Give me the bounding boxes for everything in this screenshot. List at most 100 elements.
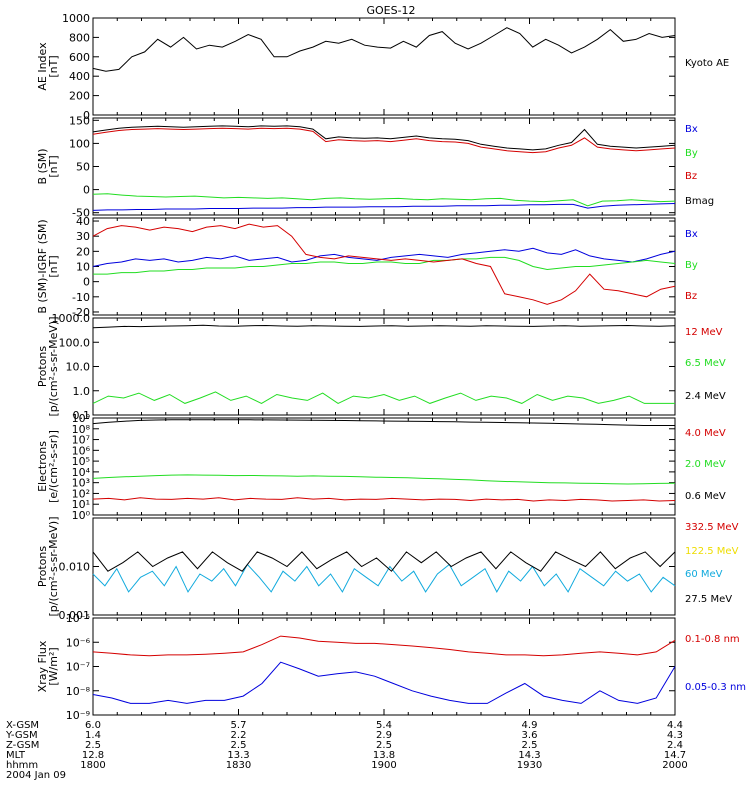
series-line-27-5-mev: [92, 551, 676, 572]
legend-2-4-mev: 2.4 MeV: [685, 391, 726, 402]
y-axis-label: B (SM)-IGRF (SM): [36, 219, 49, 313]
ephemeris-label: Z-GSM: [6, 740, 39, 751]
plot-frame: [92, 17, 676, 116]
legend-0-1-0-8-nm: 0.1-0.8 nm: [685, 634, 740, 645]
y-tick-label: 1000: [62, 12, 90, 25]
y-tick-label: 10²: [72, 487, 90, 500]
y-tick-label: -10: [72, 291, 90, 304]
y-tick-label: 0: [83, 109, 90, 122]
y-tick-label: 10⁻⁷: [66, 661, 90, 674]
ephemeris-value: 14.3: [518, 750, 540, 761]
legend-0-6-mev: 0.6 MeV: [685, 491, 726, 502]
ephemeris-value: 2.2: [231, 730, 247, 741]
ephemeris-value: 4.9: [522, 720, 538, 731]
y-tick-label: 200: [69, 90, 90, 103]
series-line-2-4-mev: [92, 324, 676, 329]
legend-by: By: [685, 148, 698, 159]
ephemeris-value: 13.3: [227, 750, 249, 761]
ephemeris-value: 5.7: [231, 720, 247, 731]
y-tick-label: -20: [72, 306, 90, 319]
legend-6-5-mev: 6.5 MeV: [685, 358, 726, 369]
series-line-bz: [92, 223, 676, 305]
legend-122-5-mev: 122.5 MeV: [685, 546, 739, 557]
ephemeris-value: 2.9: [376, 730, 392, 741]
y-tick-label: 10³: [72, 477, 90, 490]
series-line-bmag: [92, 125, 676, 151]
y-tick-label: 0.001: [59, 609, 91, 622]
legend-bx: Bx: [685, 229, 698, 240]
series-line-by: [93, 256, 676, 275]
ephemeris-value: 2.5: [522, 740, 538, 751]
legend-27-5-mev: 27.5 MeV: [685, 594, 732, 605]
series-line-by: [92, 193, 676, 207]
y-tick-label: 10: [76, 261, 90, 274]
series-line-bx: [92, 247, 676, 267]
series-line-bx: [92, 203, 676, 211]
y-tick-label: 150: [69, 114, 90, 127]
y-tick-label: 1.0: [73, 385, 91, 398]
legend-bz: Bz: [685, 291, 697, 302]
legend-60-mev: 60 MeV: [685, 569, 723, 580]
y-tick-label: 10⁰: [72, 509, 91, 522]
figure-title: GOES-12: [366, 4, 415, 17]
legend-4-0-mev: 4.0 MeV: [685, 428, 726, 439]
series-line-0-6-mev: [92, 419, 675, 426]
ephemeris-value: 14.7: [664, 750, 686, 761]
ephemeris-value: 1830: [226, 760, 251, 771]
panel-xray: 10⁻⁵ 10⁻⁶ 10⁻⁷ 10⁻⁸ 10⁻⁹ Xray Flux[W/m²] 0.1-0…: [36, 612, 746, 722]
y-tick-label: -50: [72, 207, 90, 220]
y-axis-label: Protons: [36, 546, 49, 587]
series-line-0-05-0-3-nm: [92, 661, 676, 704]
y-axis-unit: [W/m²]: [47, 647, 60, 685]
y-tick-label: 100: [69, 137, 90, 150]
ephemeris-value: 4.3: [667, 730, 683, 741]
y-tick-label: 10⁵: [72, 455, 90, 468]
ephemeris-value: 2000: [662, 760, 687, 771]
legend-kyoto-ae: Kyoto AE: [685, 58, 729, 69]
y-tick-label: 20: [76, 245, 90, 258]
ephemeris-value: 4.4: [667, 720, 683, 731]
plot-frame: [92, 417, 676, 516]
ephemeris-value: 12.8: [82, 750, 104, 761]
y-axis-unit: [p/(cm²-s-sr-MeV)]: [47, 317, 60, 417]
y-axis-unit: [e/(cm²-s-sr)]: [47, 430, 60, 503]
ephemeris-value: 6.0: [85, 720, 101, 731]
legend-2-0-mev: 2.0 MeV: [685, 459, 726, 470]
y-tick-label: 0: [83, 184, 90, 197]
legend-bx: Bx: [685, 124, 698, 135]
ephemeris-label: Y-GSM: [5, 730, 38, 741]
y-axis-label: Protons: [36, 346, 49, 387]
y-axis-label: B (SM): [36, 148, 49, 184]
y-tick-label: 1000.0: [52, 312, 91, 325]
y-tick-label: 10⁻⁵: [66, 612, 90, 625]
y-tick-label: 10⁷: [72, 434, 90, 447]
plot-frame: [92, 617, 676, 716]
y-tick-label: 0: [83, 276, 90, 289]
panel-hiprotons: 0.010 0.001 Protons[p/(cm²-s-sr-MeV)] 332.5…: [36, 517, 739, 623]
panel-protons: 1000.0 100.0 10.0 1.0 0.1 Protons[p/(cm²-s-sr…: [36, 312, 726, 422]
ephemeris-value: 2.4: [667, 740, 683, 751]
y-tick-label: 10.0: [66, 361, 91, 374]
y-axis-unit: [nT]: [47, 55, 60, 77]
y-tick-label: 800: [69, 31, 90, 44]
ephemeris-date: 2004 Jan 09: [6, 770, 66, 781]
series-line-bz: [92, 127, 676, 154]
ephemeris-value: 1930: [517, 760, 542, 771]
legend-12-mev: 12 MeV: [685, 327, 723, 338]
y-tick-label: 10⁻⁶: [66, 636, 91, 649]
y-tick-label: 0.1: [73, 409, 91, 422]
ephemeris-value: 2.5: [376, 740, 392, 751]
y-tick-label: 30: [76, 230, 90, 243]
y-tick-label: 0.010: [59, 561, 91, 574]
ephemeris-value: 13.8: [373, 750, 395, 761]
ephemeris-label: MLT: [6, 750, 26, 761]
series-line-kyoto-ae: [92, 27, 676, 72]
ephemeris-value: 1.4: [85, 730, 101, 741]
series-line-2-0-mev: [92, 474, 676, 485]
y-tick-label: 40: [76, 215, 90, 228]
y-axis-unit: [nT]: [47, 155, 60, 177]
legend-bmag: Bmag: [685, 196, 714, 207]
series-line-4-0-mev: [92, 497, 676, 502]
y-axis-label: Xray Flux: [36, 640, 49, 692]
